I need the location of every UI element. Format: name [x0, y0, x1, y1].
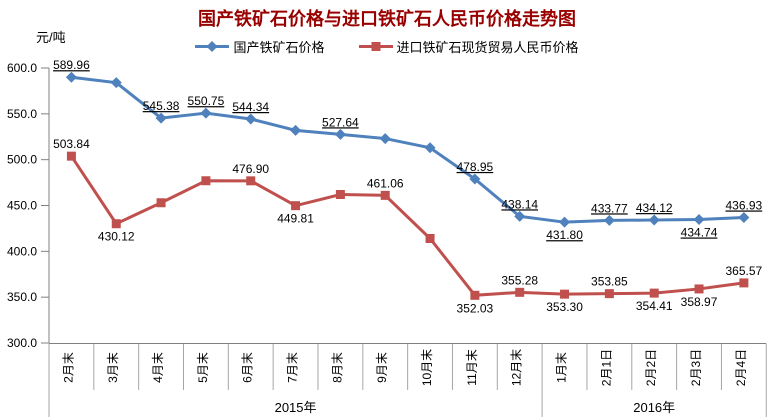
- y-tick-label: 600.0: [7, 61, 37, 75]
- data-point-marker: [514, 210, 526, 222]
- data-point-marker: [380, 190, 390, 200]
- data-point-marker: [379, 133, 391, 145]
- data-point-label: 353.30: [546, 300, 583, 314]
- data-point-label: 503.84: [53, 137, 90, 151]
- data-point-label: 550.75: [188, 94, 225, 108]
- series-line: [71, 75, 744, 224]
- data-point-marker: [560, 289, 570, 299]
- diamond-marker-icon: [195, 41, 230, 52]
- data-point-label: 476.90: [232, 162, 269, 176]
- y-tick-label: 450.0: [7, 199, 37, 213]
- data-point-label: 438.14: [501, 197, 538, 211]
- data-point-label: 527.64: [322, 115, 359, 129]
- data-point-marker: [290, 124, 302, 136]
- data-point-marker: [66, 151, 76, 161]
- data-point-marker: [604, 289, 614, 299]
- data-point-marker: [694, 284, 704, 294]
- year-group-label: 2015年: [275, 400, 317, 415]
- x-category-label: 7月末: [286, 352, 300, 383]
- x-category-label: 2月1日: [599, 349, 613, 386]
- series-0: 589.96 545.38 550.75 544.34 527.64 478.95 438.…: [53, 58, 762, 242]
- legend-label-1: 进口铁矿石现货贸易人民币价格: [396, 40, 579, 55]
- data-point-marker: [245, 113, 257, 125]
- data-point-label: 355.28: [501, 273, 538, 287]
- x-category-label: 1月末: [555, 352, 569, 383]
- x-category-label: 4月末: [151, 352, 165, 383]
- data-point-marker: [110, 77, 122, 89]
- data-point-marker: [559, 216, 571, 228]
- data-point-marker: [425, 234, 435, 243]
- data-point-marker: [111, 219, 121, 229]
- data-point-marker: [246, 176, 256, 186]
- data-point-label: 449.81: [277, 212, 314, 226]
- legend-label-0: 国产铁矿石价格: [233, 40, 325, 55]
- data-point-label: 433.77: [591, 201, 628, 215]
- data-point-label: 434.12: [636, 201, 673, 215]
- data-point-label: 436.93: [726, 198, 763, 212]
- data-point-marker: [156, 198, 166, 208]
- legend: 国产铁矿石价格 进口铁矿石现货贸易人民币价格: [0, 37, 774, 56]
- data-point-label: 354.41: [636, 299, 673, 313]
- data-point-label: 545.38: [143, 99, 180, 113]
- x-category-label: 11月末: [465, 349, 479, 385]
- series-1: 503.84 430.12 476.90 449.81 461.06 352.03 355.…: [53, 137, 762, 315]
- y-tick-label: 400.0: [7, 244, 37, 258]
- data-point-label: 461.06: [367, 176, 404, 190]
- data-point-marker: [334, 128, 346, 140]
- y-tick-label: 500.0: [7, 153, 37, 167]
- data-point-label: 478.95: [457, 160, 494, 174]
- data-point-label: 358.97: [681, 295, 718, 309]
- x-category-label: 2月末: [61, 352, 75, 383]
- x-category-label: 10月末: [420, 349, 434, 386]
- year-group-label: 2016年: [633, 400, 675, 415]
- x-category-label: 8月末: [330, 352, 344, 383]
- data-point-label: 431.80: [546, 228, 583, 242]
- data-point-label: 352.03: [457, 301, 494, 315]
- data-point-marker: [470, 290, 480, 300]
- data-point-label: 365.57: [726, 264, 763, 278]
- y-tick-label: 350.0: [7, 290, 37, 304]
- data-point-label: 544.34: [232, 100, 269, 114]
- x-category-label: 9月末: [375, 352, 389, 383]
- data-point-marker: [469, 173, 481, 185]
- legend-item-0: 国产铁矿石价格: [195, 37, 325, 56]
- data-point-marker: [693, 213, 705, 225]
- data-point-marker: [424, 142, 436, 154]
- x-category-label: 5月末: [196, 352, 210, 383]
- data-point-marker: [335, 190, 345, 199]
- data-point-marker: [648, 214, 660, 226]
- data-point-label: 589.96: [53, 58, 90, 72]
- square-marker-icon: [358, 42, 393, 51]
- data-point-marker: [603, 214, 615, 226]
- series-line: [70, 155, 745, 297]
- data-point-label: 430.12: [98, 230, 135, 244]
- x-category-label: 12月末: [510, 349, 524, 386]
- data-point-label: 434.74: [681, 225, 718, 239]
- data-point-marker: [291, 201, 301, 211]
- y-axis-unit-label: 元/吨: [36, 30, 66, 45]
- data-point-marker: [739, 278, 749, 288]
- x-category-label: 2月2日: [644, 349, 658, 386]
- data-point-marker: [200, 107, 212, 119]
- x-category-label: 2月3日: [689, 349, 703, 386]
- data-point-marker: [201, 176, 211, 186]
- data-point-label: 353.85: [591, 275, 628, 289]
- x-category-label: 3月末: [106, 352, 120, 383]
- y-tick-label: 300.0: [7, 336, 37, 350]
- data-point-marker: [649, 288, 659, 298]
- data-point-marker: [515, 287, 525, 297]
- data-point-marker: [738, 211, 750, 223]
- data-point-marker: [155, 112, 167, 124]
- x-category-label: 2月4日: [734, 349, 748, 386]
- chart-title: 国产铁矿石价格与进口铁矿石人民币价格走势图: [198, 9, 576, 29]
- x-category-label: 6月末: [241, 352, 255, 383]
- data-point-marker: [65, 71, 77, 83]
- legend-item-1: 进口铁矿石现货贸易人民币价格: [358, 37, 579, 56]
- y-tick-label: 550.0: [7, 107, 37, 121]
